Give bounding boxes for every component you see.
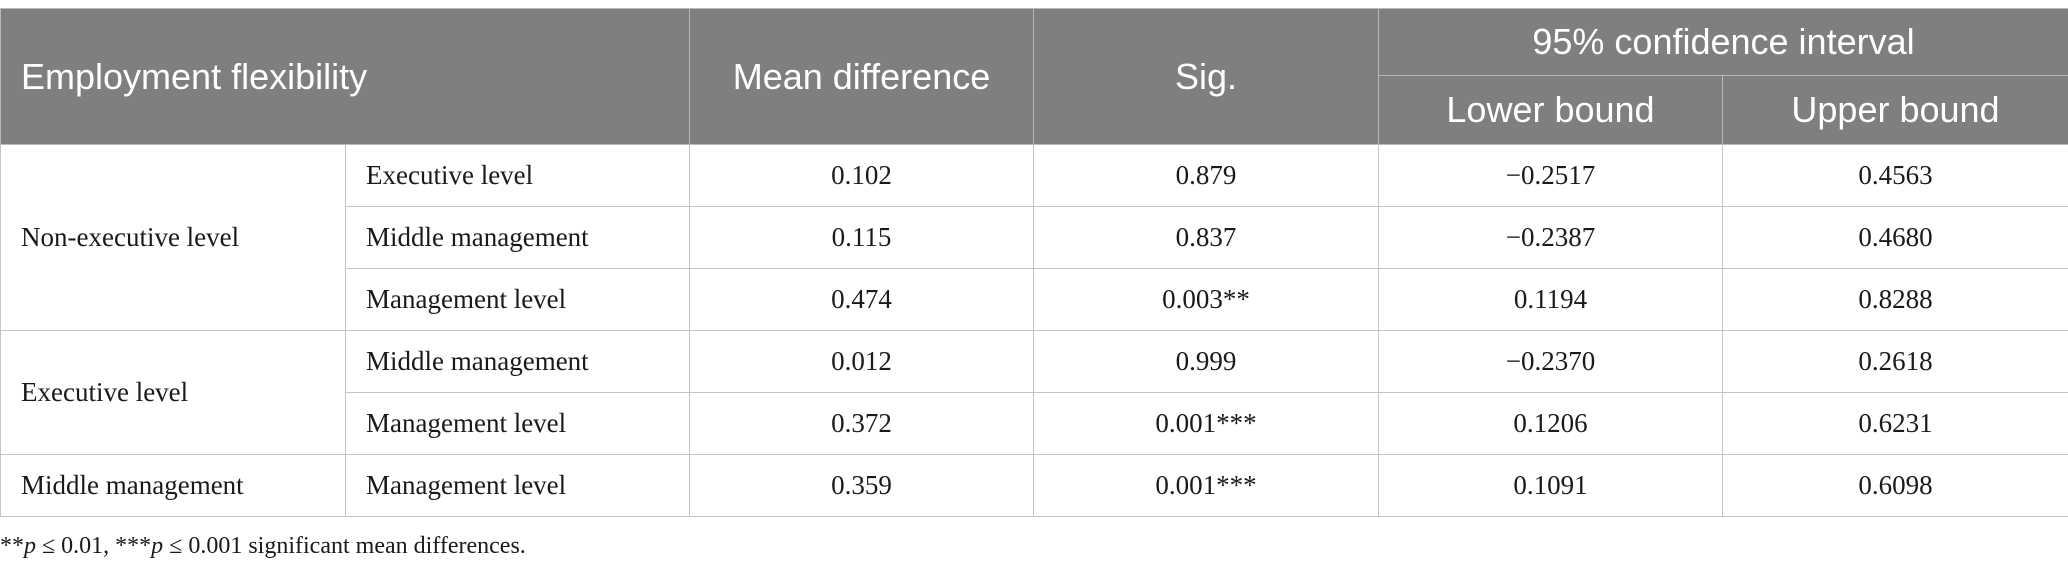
header-mean-difference: Mean difference — [689, 8, 1034, 145]
group-label: Non-executive level — [0, 144, 346, 331]
upper-bound-cell: 0.6231 — [1722, 392, 2068, 455]
table-row: Management level 0.372 0.001*** 0.1206 0… — [1, 392, 2068, 455]
sig-cell: 0.003** — [1033, 268, 1379, 331]
upper-bound-cell: 0.4563 — [1722, 144, 2068, 207]
upper-bound-cell: 0.2618 — [1722, 330, 2068, 393]
comparison-cell: Middle management — [345, 206, 690, 269]
upper-bound-cell: 0.8288 — [1722, 268, 2068, 331]
mean-difference-cell: 0.012 — [689, 330, 1034, 393]
lower-bound-cell: 0.1091 — [1378, 454, 1723, 517]
table-footnote: **p ≤ 0.01, ***p ≤ 0.001 significant mea… — [0, 533, 526, 560]
header-sig: Sig. — [1033, 8, 1379, 145]
footnote-p-symbol: p — [24, 533, 36, 559]
group-label: Middle management — [0, 454, 346, 517]
comparison-cell: Management level — [345, 454, 690, 517]
comparison-cell: Executive level — [345, 144, 690, 207]
header-lower-bound: Lower bound — [1378, 75, 1723, 145]
mean-difference-cell: 0.474 — [689, 268, 1034, 331]
header-employment-flexibility: Employment flexibility — [0, 8, 690, 145]
results-table-container: Employment flexibility Mean difference S… — [0, 8, 2068, 517]
footnote-p-symbol: p — [151, 533, 164, 559]
lower-bound-cell: −0.2517 — [1378, 144, 1723, 207]
mean-difference-cell: 0.359 — [689, 454, 1034, 517]
footnote-part: ≤ 0.01, *** — [36, 533, 152, 559]
results-table: Employment flexibility Mean difference S… — [0, 8, 2068, 517]
mean-difference-cell: 0.102 — [689, 144, 1034, 207]
sig-cell: 0.999 — [1033, 330, 1379, 393]
sig-cell: 0.879 — [1033, 144, 1379, 207]
lower-bound-cell: −0.2370 — [1378, 330, 1723, 393]
sig-cell: 0.837 — [1033, 206, 1379, 269]
footnote-part: ** — [0, 533, 24, 559]
table-row: Middle management Management level 0.359… — [0, 454, 2068, 517]
upper-bound-cell: 0.4680 — [1722, 206, 2068, 269]
group-label: Executive level — [0, 330, 346, 455]
footnote-part: ≤ 0.001 significant mean differences. — [163, 533, 526, 559]
table-row: Management level 0.474 0.003** 0.1194 0.… — [1, 268, 2068, 331]
comparison-cell: Management level — [345, 268, 690, 331]
comparison-cell: Management level — [345, 392, 690, 455]
mean-difference-cell: 0.372 — [689, 392, 1034, 455]
table-header: Employment flexibility Mean difference S… — [0, 8, 2068, 145]
sig-cell: 0.001*** — [1033, 392, 1379, 455]
header-upper-bound: Upper bound — [1722, 75, 2068, 145]
upper-bound-cell: 0.6098 — [1722, 454, 2068, 517]
sig-cell: 0.001*** — [1033, 454, 1379, 517]
table-row: Non-executive level Executive level 0.10… — [0, 144, 2068, 331]
table-body: Non-executive level Executive level 0.10… — [0, 144, 2068, 517]
lower-bound-cell: 0.1206 — [1378, 392, 1723, 455]
mean-difference-cell: 0.115 — [689, 206, 1034, 269]
lower-bound-cell: −0.2387 — [1378, 206, 1723, 269]
header-confidence-interval: 95% confidence interval — [1378, 8, 2068, 76]
lower-bound-cell: 0.1194 — [1378, 268, 1723, 331]
table-row: Executive level Middle management 0.012 … — [0, 330, 2068, 455]
comparison-cell: Middle management — [345, 330, 690, 393]
